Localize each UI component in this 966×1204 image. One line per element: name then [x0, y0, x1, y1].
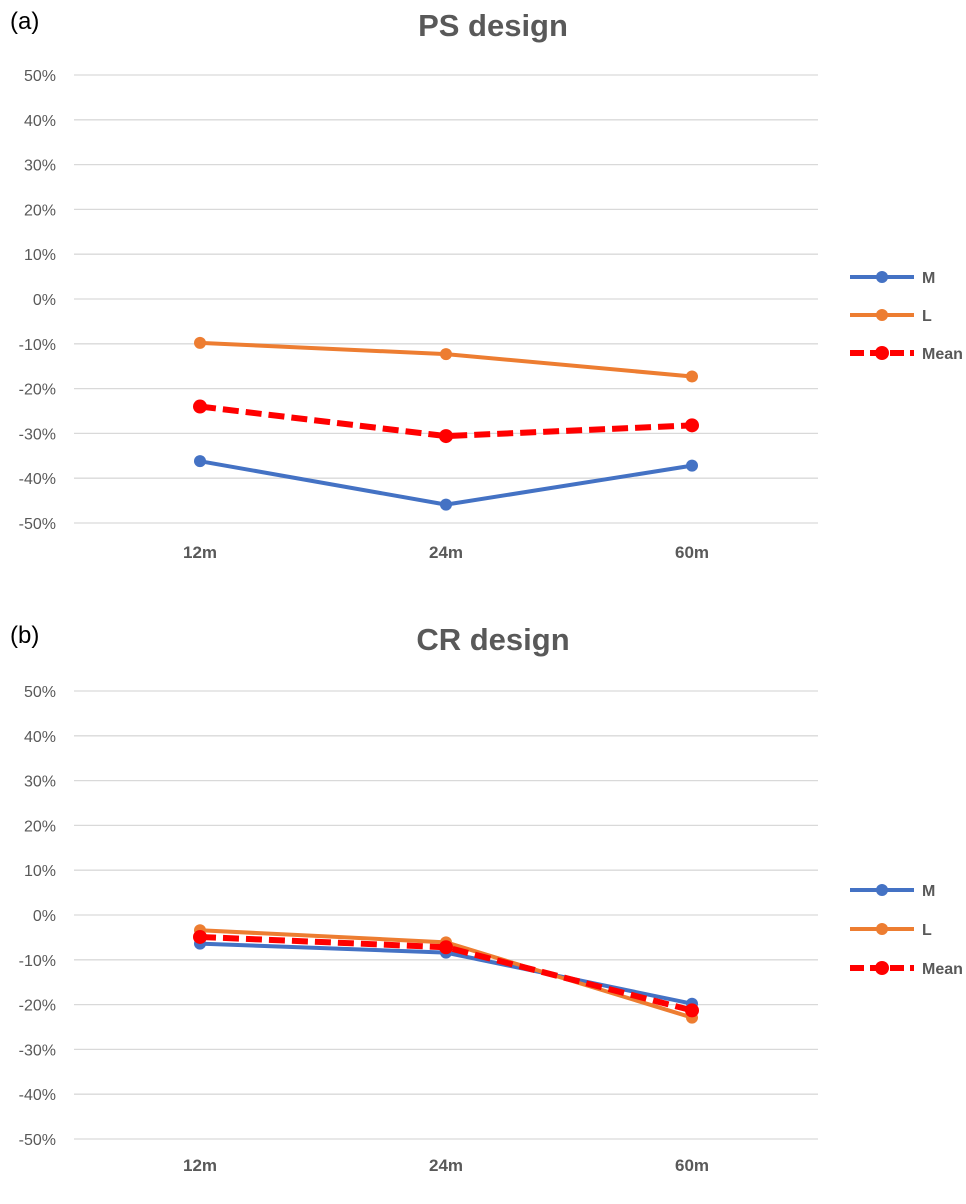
y-tick-label: -50% — [19, 516, 56, 533]
y-tick-label: -10% — [19, 953, 56, 970]
y-tick-label: 20% — [24, 818, 56, 835]
y-tick-label: 40% — [24, 729, 56, 746]
x-axis-ticks: 12m 24m 60m — [183, 1156, 709, 1175]
legend-label-mean: Mean — [922, 346, 963, 363]
legend-marker-l — [876, 923, 888, 935]
y-tick-label: 30% — [24, 158, 56, 175]
data-point-mean — [685, 1003, 699, 1018]
x-axis-ticks: 12m 24m 60m — [183, 543, 709, 562]
y-tick-label: 30% — [24, 774, 56, 791]
x-tick-label: 24m — [429, 1156, 463, 1175]
y-tick-label: 50% — [24, 68, 56, 85]
data-point-m — [440, 498, 452, 511]
gridlines — [74, 74, 818, 524]
legend-label-m: M — [922, 270, 935, 287]
y-tick-label: 50% — [24, 684, 56, 701]
y-axis-ticks: 50% 40% 30% 20% 10% 0% -10% -20% -30% -40% -50% — [19, 68, 56, 533]
gridlines — [74, 690, 818, 1140]
y-tick-label: 20% — [24, 202, 56, 219]
chart-title: CR design — [416, 622, 570, 657]
chart-panel-b: (b) CR design 50% 40% 30% 20% 10% 0% -10% -20% -… — [0, 614, 966, 1204]
legend-marker-m — [876, 271, 888, 283]
data-point-mean — [439, 429, 453, 444]
series-group — [193, 336, 699, 511]
x-tick-label: 12m — [183, 1156, 217, 1175]
y-tick-label: -30% — [19, 426, 56, 443]
x-tick-label: 60m — [675, 1156, 709, 1175]
y-tick-label: -30% — [19, 1042, 56, 1059]
legend-marker-m — [876, 884, 888, 896]
legend-label-l: L — [922, 922, 932, 939]
y-tick-label: -20% — [19, 998, 56, 1015]
series-line-m — [199, 459, 693, 507]
legend-marker-l — [876, 309, 888, 321]
data-point-mean — [193, 399, 207, 414]
data-point-l — [194, 336, 206, 349]
series-group — [193, 924, 699, 1024]
y-tick-label: -40% — [19, 1087, 56, 1104]
line-chart-ps: 50% 40% 30% 20% 10% 0% -10% -20% -30% -40% -50% 12m… — [19, 68, 963, 562]
chart-title: PS design — [418, 8, 568, 43]
panel-label: (b) — [10, 622, 40, 649]
legend-label-l: L — [922, 308, 932, 325]
data-point-mean — [685, 418, 699, 433]
y-tick-label: 0% — [33, 908, 56, 925]
y-tick-label: -40% — [19, 471, 56, 488]
y-tick-label: 0% — [33, 292, 56, 309]
x-tick-label: 60m — [675, 543, 709, 562]
data-point-mean — [439, 940, 453, 955]
data-point-mean — [193, 929, 207, 944]
y-tick-label: 40% — [24, 113, 56, 130]
y-tick-label: -50% — [19, 1132, 56, 1149]
y-tick-label: 10% — [24, 247, 56, 264]
line-chart-cr: 50% 40% 30% 20% 10% 0% -10% -20% -30% -40% -50% 12m… — [19, 684, 963, 1175]
x-tick-label: 24m — [429, 543, 463, 562]
legend-label-m: M — [922, 883, 935, 900]
series-line-mean — [199, 933, 693, 1014]
y-tick-label: 10% — [24, 863, 56, 880]
legend-label-mean: Mean — [922, 961, 963, 978]
legend: M L Mean — [850, 883, 963, 978]
data-point-l — [686, 370, 698, 383]
series-line-mean — [199, 403, 693, 440]
legend-marker-mean — [875, 346, 889, 360]
y-tick-label: -10% — [19, 337, 56, 354]
y-axis-ticks: 50% 40% 30% 20% 10% 0% -10% -20% -30% -40% -50% — [19, 684, 56, 1149]
panel-label: (a) — [10, 8, 40, 35]
data-point-l — [440, 348, 452, 361]
x-tick-label: 12m — [183, 543, 217, 562]
data-point-m — [686, 459, 698, 472]
chart-panel-a: (a) PS design 50% 40% 30% 20% 10% 0% -10% -20% -… — [0, 0, 966, 590]
legend: M L Mean — [850, 270, 963, 363]
y-tick-label: -20% — [19, 382, 56, 399]
legend-marker-mean — [875, 961, 889, 975]
data-point-m — [194, 455, 206, 468]
